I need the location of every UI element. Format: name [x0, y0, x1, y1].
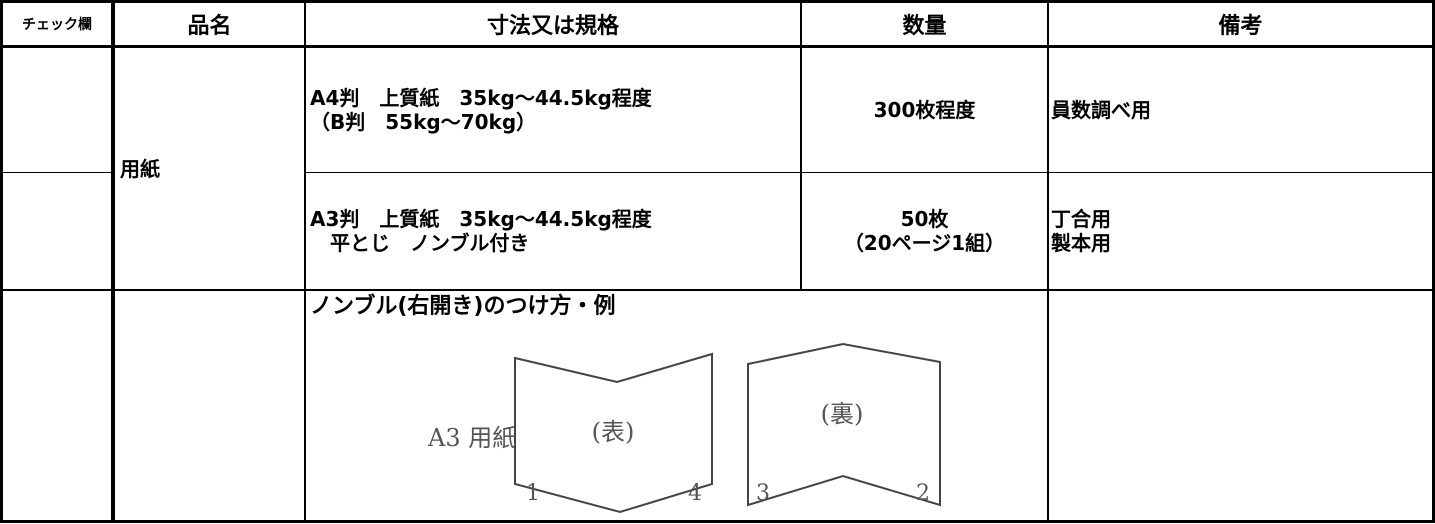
border: [0, 0, 1435, 3]
border: [304, 0, 306, 523]
spec-line: （B判 55kg～70kg）: [310, 110, 537, 134]
header: 数量: [902, 14, 947, 39]
border: [0, 172, 113, 173]
border: [111, 0, 115, 523]
border: [1047, 0, 1049, 523]
back-label: (裏): [821, 400, 864, 428]
spec-line: 平とじ ノンブル付き: [310, 231, 530, 255]
page-number: 2: [916, 481, 930, 506]
front-sheet: [514, 352, 713, 514]
quantity-cell: 50枚 （20ページ1組）: [802, 173, 1047, 289]
spec-line: A3判 上質紙 35kg～44.5kg程度: [310, 207, 652, 231]
note-cell: 員数調べ用: [1051, 48, 1151, 172]
quantity: 50枚: [900, 207, 949, 231]
page-number: 1: [526, 481, 540, 506]
front-label: (表): [592, 418, 635, 446]
note: 丁合用: [1051, 207, 1111, 231]
header: 備考: [1218, 14, 1263, 39]
border: [0, 520, 1435, 523]
border: [1432, 0, 1435, 523]
border: [800, 0, 802, 290]
header: 寸法又は規格: [486, 14, 619, 39]
border: [305, 172, 1435, 173]
note: 員数調べ用: [1051, 98, 1151, 122]
header: チェック欄: [22, 17, 92, 33]
spec-cell: A3判 上質紙 35kg～44.5kg程度 平とじ ノンブル付き: [310, 173, 652, 289]
back-sheet: [747, 342, 941, 507]
quantity: 300枚程度: [873, 98, 976, 122]
border: [0, 0, 3, 523]
spec-line: A4判 上質紙 35kg～44.5kg程度: [310, 86, 652, 110]
border: [0, 45, 1435, 48]
quantity-cell: 300枚程度: [802, 48, 1047, 172]
header: 品名: [187, 14, 232, 39]
spec-cell: A4判 上質紙 35kg～44.5kg程度 （B判 55kg～70kg）: [310, 48, 652, 172]
page-number: 3: [756, 481, 770, 506]
note-cell: 丁合用 製本用: [1051, 173, 1111, 289]
spec-title: ノンブル(右開き)のつけ方・例: [310, 294, 616, 319]
note: 製本用: [1051, 231, 1111, 255]
paper-label: A3 用紙: [427, 424, 516, 452]
border: [0, 289, 1435, 291]
quantity: （20ページ1組）: [843, 231, 1006, 255]
item: 用紙: [120, 156, 160, 181]
item-cell: 用紙: [120, 48, 160, 289]
page-number: 4: [688, 481, 702, 506]
